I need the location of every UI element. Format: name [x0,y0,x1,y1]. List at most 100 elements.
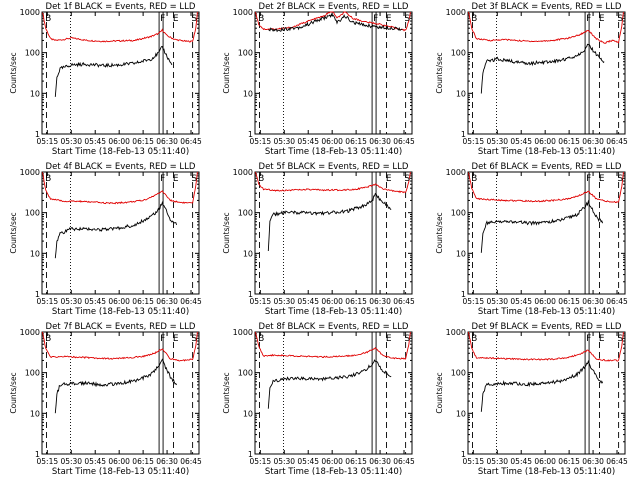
y-axis-label: Counts/sec [435,372,444,413]
time-marker-label: S [617,14,623,24]
y-tick-label: 100 [238,369,253,378]
time-marker-label: B [45,174,51,184]
time-marker-label: B [471,14,477,24]
time-marker-label: B [471,174,477,184]
x-tick-label: 05:45 [84,297,106,306]
y-tick-label: 1 [35,450,40,459]
y-tick-label: 1 [461,290,466,299]
y-tick-label: 1 [461,130,466,139]
x-tick-label: 06:45 [180,297,202,306]
y-tick-label: 100 [451,49,466,58]
x-tick-label: 05:45 [297,297,319,306]
y-tick-label: 1000 [20,328,40,337]
time-marker-label: S [617,174,623,184]
plot-frame [41,331,200,455]
x-tick-label: 05:45 [510,137,532,146]
chart-panel: Det 7f BLACK = Events, RED = LLD 1 10 100 10… [9,322,202,477]
y-tick-label: 1000 [446,328,466,337]
x-tick-label: 05:45 [510,297,532,306]
x-tick-label: 06:45 [606,457,628,466]
x-tick-label: 05:45 [297,457,319,466]
lld-series-line [42,331,198,362]
y-tick-label: 1000 [446,8,466,17]
y-tick-label: 100 [25,49,40,58]
x-tick-label: 06:15 [132,297,154,306]
time-marker-label: F [373,14,378,24]
time-marker-label: F [160,174,165,184]
events-series-line [267,192,392,252]
x-tick-label: 05:45 [510,457,532,466]
time-marker-label: E [386,334,392,344]
chart-panel: Det 8f BLACK = Events, RED = LLD 1 10 100 10… [222,322,415,477]
y-tick-label: 1 [35,130,40,139]
x-tick-label: 06:00 [534,137,556,146]
chart-panel: Det 9f BLACK = Events, RED = LLD 1 10 100 10… [435,322,628,477]
x-tick-label: 06:30 [156,457,178,466]
time-marker-label: S [404,334,410,344]
x-tick-label: 05:30 [60,137,82,146]
x-tick-label: 05:15 [37,297,59,306]
time-marker-label: B [471,334,477,344]
x-tick-label: 06:00 [321,137,343,146]
x-tick-label: 05:30 [486,137,508,146]
events-series-line [54,358,177,414]
x-axis-label: Start Time (18-Feb-13 05:11:40) [265,467,402,477]
chart-title: Det 8f BLACK = Events, RED = LLD [259,322,409,332]
plot-frame [254,331,413,455]
x-tick-label: 05:15 [463,457,485,466]
events-series-line [54,201,178,259]
time-marker-label: E [386,174,392,184]
chart-panel: Det 1f BLACK = Events, RED = LLD 1 10 100 10… [9,2,202,157]
time-marker-label: S [404,14,410,24]
x-tick-label: 06:45 [606,297,628,306]
time-marker-label: E [599,14,605,24]
x-tick-label: 06:00 [108,457,130,466]
x-tick-label: 05:30 [486,297,508,306]
x-tick-label: 06:30 [369,137,391,146]
x-axis-label: Start Time (18-Feb-13 05:11:40) [478,467,615,477]
y-axis-label: Counts/sec [222,212,231,253]
lld-series-line [468,171,624,203]
x-tick-label: 06:45 [606,137,628,146]
chart-panel: Det 2f BLACK = Events, RED = LLD 1 10 100 10… [222,2,415,157]
chart-title: Det 2f BLACK = Events, RED = LLD [259,2,409,12]
x-axis-label: Start Time (18-Feb-13 05:11:40) [265,307,402,317]
y-tick-label: 1000 [233,8,253,17]
x-tick-label: 05:30 [60,457,82,466]
time-marker-label: S [617,334,623,344]
plot-frame [467,331,626,455]
chart-title: Det 1f BLACK = Events, RED = LLD [46,2,196,12]
lld-series-line [42,171,198,205]
chart-title: Det 5f BLACK = Events, RED = LLD [259,162,409,172]
y-tick-label: 10 [456,409,466,418]
chart-title: Det 6f BLACK = Events, RED = LLD [472,162,622,172]
chart-title: Det 4f BLACK = Events, RED = LLD [46,162,196,172]
time-marker-label: E [386,14,392,24]
y-tick-label: 1000 [20,8,40,17]
events-series-line [267,359,392,409]
lld-series-line [255,171,411,194]
plot-frame [467,11,626,135]
x-tick-label: 06:15 [558,457,580,466]
y-tick-label: 100 [25,209,40,218]
x-tick-label: 05:15 [37,137,59,146]
time-marker-label: E [599,334,605,344]
x-tick-label: 05:15 [250,297,272,306]
y-tick-label: 1 [461,450,466,459]
y-tick-label: 10 [243,89,253,98]
x-tick-label: 05:15 [250,457,272,466]
y-axis-label: Counts/sec [435,212,444,253]
x-tick-label: 05:45 [84,137,106,146]
y-axis-label: Counts/sec [435,52,444,93]
x-tick-label: 06:00 [534,457,556,466]
x-tick-label: 05:30 [273,457,295,466]
x-tick-label: 06:15 [132,457,154,466]
x-tick-label: 06:45 [393,137,415,146]
time-marker-label: E [599,174,605,184]
chart-panel: Det 5f BLACK = Events, RED = LLD 1 10 100 10… [222,162,415,317]
y-tick-label: 1000 [233,168,253,177]
x-tick-label: 06:15 [345,297,367,306]
y-tick-label: 100 [451,209,466,218]
plot-frame [41,171,200,295]
lld-series-line [468,331,624,362]
